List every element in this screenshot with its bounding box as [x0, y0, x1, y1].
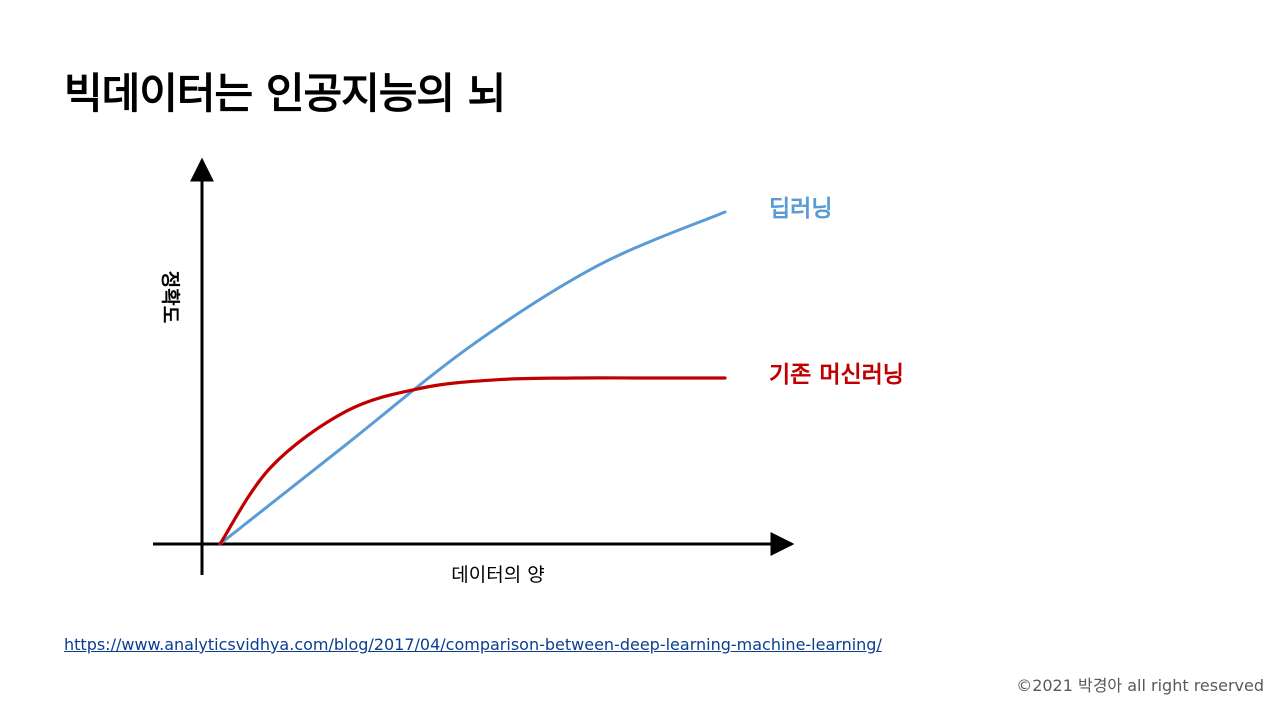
copyright-text: ©2021 박경아 all right reserved — [1016, 676, 1264, 695]
series-layer — [218, 210, 727, 546]
y-axis-label: 정확도 — [159, 271, 182, 323]
series-line-1 — [218, 210, 727, 546]
x-axis-label: 데이터의 양 — [451, 564, 544, 586]
series-label-2: 기존 머신러닝 — [769, 362, 904, 388]
slide-title: 빅데이터는 인공지능의 뇌 — [64, 69, 506, 118]
source-link[interactable]: https://www.analyticsvidhya.com/blog/201… — [64, 635, 882, 654]
series-label-1: 딥러닝 — [769, 196, 832, 222]
series-line-2 — [218, 376, 727, 546]
